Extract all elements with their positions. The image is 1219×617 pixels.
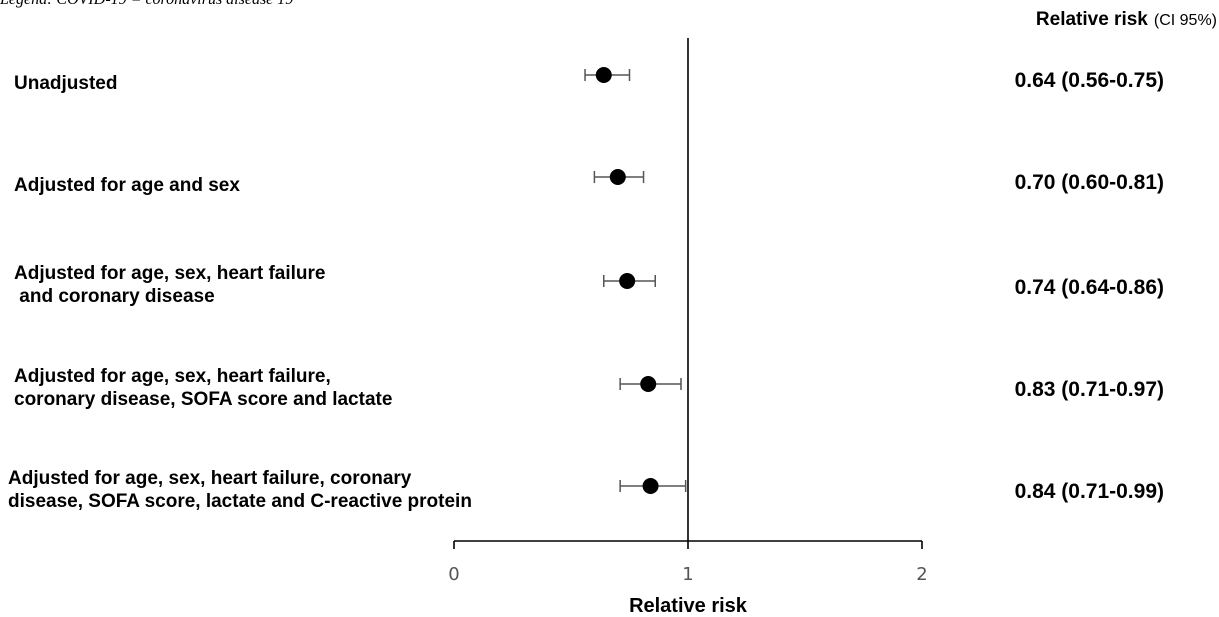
row-label-line: Adjusted for age and sex <box>14 174 240 196</box>
point-estimate <box>595 67 612 83</box>
x-tick-label: 1 <box>682 564 693 585</box>
row-value-text: 0.84 (0.71-0.99) <box>1014 480 1164 503</box>
point-estimate <box>640 376 657 392</box>
row-label-line: disease, SOFA score, lactate and C-react… <box>8 491 472 512</box>
point-estimate <box>642 478 659 494</box>
x-axis-title: Relative risk <box>629 595 748 617</box>
row-label-line: Adjusted for age, sex, heart failure, co… <box>8 468 412 489</box>
row-label-line: coronary disease, SOFA score and lactate <box>14 389 393 410</box>
point-estimate <box>609 169 626 185</box>
row-label: Adjusted for age, sex, heart failure and… <box>14 262 325 308</box>
row-label-line: Adjusted for age, sex, heart failure, <box>14 366 331 387</box>
figure-caption: Legend: COVID-19 = coronavirus disease 1… <box>0 0 293 9</box>
row-label: Unadjusted <box>14 72 117 95</box>
column-header-subtitle: (CI 95%) <box>1153 12 1217 29</box>
row-label-line: Unadjusted <box>14 72 118 94</box>
x-tick-label: 2 <box>916 564 927 585</box>
row-label: Adjusted for age, sex, heart failure, co… <box>8 467 472 513</box>
row-label-line: and coronary disease <box>14 286 215 307</box>
column-header-title: Relative risk <box>1035 9 1148 30</box>
row-value-text: 0.74 (0.64-0.86) <box>1014 276 1164 299</box>
row-label: Adjusted for age and sex <box>14 174 240 197</box>
x-tick-label: 0 <box>448 564 459 585</box>
row-value-text: 0.70 (0.60-0.81) <box>1014 171 1164 194</box>
row-value-text: 0.83 (0.71-0.97) <box>1014 378 1164 401</box>
row-value-text: 0.64 (0.56-0.75) <box>1014 69 1164 92</box>
point-estimate <box>619 273 636 289</box>
column-header: Relative risk (CI 95%) <box>1036 9 1217 31</box>
row-label-line: Adjusted for age, sex, heart failure <box>14 263 326 284</box>
row-label: Adjusted for age, sex, heart failure, cor… <box>14 365 392 411</box>
